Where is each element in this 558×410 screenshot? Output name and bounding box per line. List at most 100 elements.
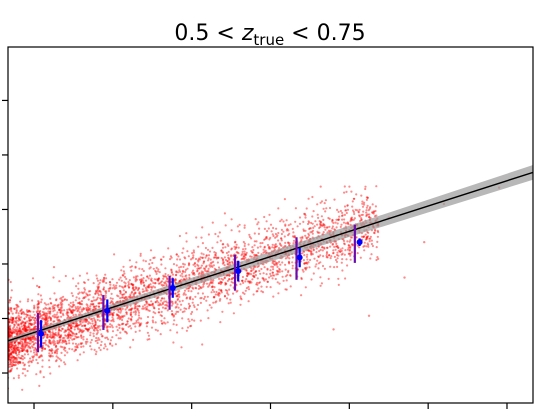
scatter-point	[19, 330, 22, 333]
scatter-point	[164, 322, 167, 325]
scatter-point	[35, 354, 39, 357]
scatter-point	[38, 312, 42, 315]
scatter-point	[26, 329, 29, 332]
scatter-point	[191, 310, 194, 314]
scatter-point	[19, 329, 22, 333]
scatter-point	[76, 346, 79, 349]
scatter-point	[9, 363, 12, 366]
scatter-point	[217, 235, 220, 238]
scatter-point	[223, 212, 226, 215]
scatter-point	[96, 315, 99, 318]
scatter-point	[274, 236, 277, 239]
scatter-point	[212, 260, 215, 263]
scatter-point	[67, 324, 70, 327]
scatter-point	[200, 252, 203, 255]
scatter-point	[159, 302, 162, 305]
scatter-point	[22, 344, 25, 348]
scatter-point	[201, 292, 204, 295]
scatter-point	[269, 274, 272, 278]
scatter-point	[26, 314, 30, 317]
scatter-point	[83, 296, 86, 299]
scatter-point	[34, 320, 37, 323]
scatter-point	[371, 211, 374, 214]
scatter-point	[220, 289, 223, 292]
scatter-point	[74, 335, 77, 338]
scatter-point	[328, 254, 331, 257]
scatter-point	[29, 357, 32, 360]
scatter-point	[312, 226, 315, 229]
scatter-point	[331, 218, 334, 222]
scatter-point	[208, 282, 211, 285]
scatter-point	[44, 333, 47, 336]
scatter-point	[80, 302, 83, 305]
scatter-point	[20, 308, 23, 311]
scatter-point	[89, 341, 92, 344]
scatter-point	[346, 240, 349, 243]
scatter-point	[202, 253, 205, 256]
scatter-point	[211, 288, 214, 292]
scatter-point	[16, 347, 19, 350]
scatter-point	[281, 261, 284, 264]
scatter-point	[207, 285, 210, 288]
scatter-point	[8, 331, 11, 334]
scatter-point	[33, 304, 36, 307]
scatter-point	[248, 281, 251, 285]
scatter-point	[170, 270, 173, 273]
scatter-point	[185, 232, 188, 235]
scatter-point	[219, 239, 222, 242]
scatter-point	[97, 283, 100, 286]
scatter-point	[153, 256, 156, 259]
scatter-point	[18, 360, 21, 364]
scatter-point	[29, 347, 32, 350]
scatter-point	[63, 331, 66, 334]
scatter-point	[176, 298, 179, 302]
scatter-point	[92, 335, 95, 338]
scatter-point	[276, 273, 279, 276]
scatter-point	[54, 360, 58, 363]
scatter-point	[222, 251, 225, 254]
scatter-point	[62, 295, 65, 298]
scatter-point	[48, 340, 51, 343]
scatter-point	[37, 301, 41, 304]
scatter-point	[197, 245, 200, 248]
scatter-point	[223, 256, 226, 259]
scatter-point	[11, 317, 14, 320]
scatter-point	[44, 314, 47, 318]
scatter-point	[63, 336, 66, 339]
scatter-point	[229, 301, 232, 304]
scatter-point	[175, 305, 178, 308]
scatter-point	[45, 316, 48, 319]
scatter-point	[35, 373, 38, 376]
scatter-point	[308, 266, 311, 269]
scatter-point	[10, 369, 13, 372]
binned-point	[295, 237, 303, 280]
scatter-point	[49, 355, 52, 358]
scatter-point	[57, 332, 60, 335]
scatter-point	[216, 241, 219, 244]
scatter-point	[206, 270, 209, 273]
scatter-point	[154, 328, 157, 331]
scatter-point	[12, 349, 15, 353]
scatter-point	[24, 328, 27, 331]
scatter-point	[58, 341, 61, 344]
scatter-point	[122, 327, 125, 330]
scatter-point	[18, 316, 21, 319]
scatter-point	[75, 285, 78, 288]
scatter-point	[309, 250, 312, 253]
scatter-point	[104, 290, 107, 293]
plot-inner	[8, 165, 533, 391]
scatter-point	[157, 301, 160, 304]
scatter-point	[19, 339, 22, 343]
scatter-point	[124, 290, 127, 293]
scatter-point	[210, 306, 213, 309]
scatter-point	[329, 245, 332, 248]
scatter-point	[365, 245, 368, 248]
scatter-point	[85, 318, 89, 321]
scatter-point	[188, 305, 191, 308]
scatter-point	[228, 261, 231, 264]
scatter-point	[146, 331, 149, 334]
scatter-point	[37, 303, 40, 306]
scatter-point	[152, 305, 155, 308]
scatter-point	[166, 305, 169, 308]
scatter-point	[340, 261, 343, 264]
